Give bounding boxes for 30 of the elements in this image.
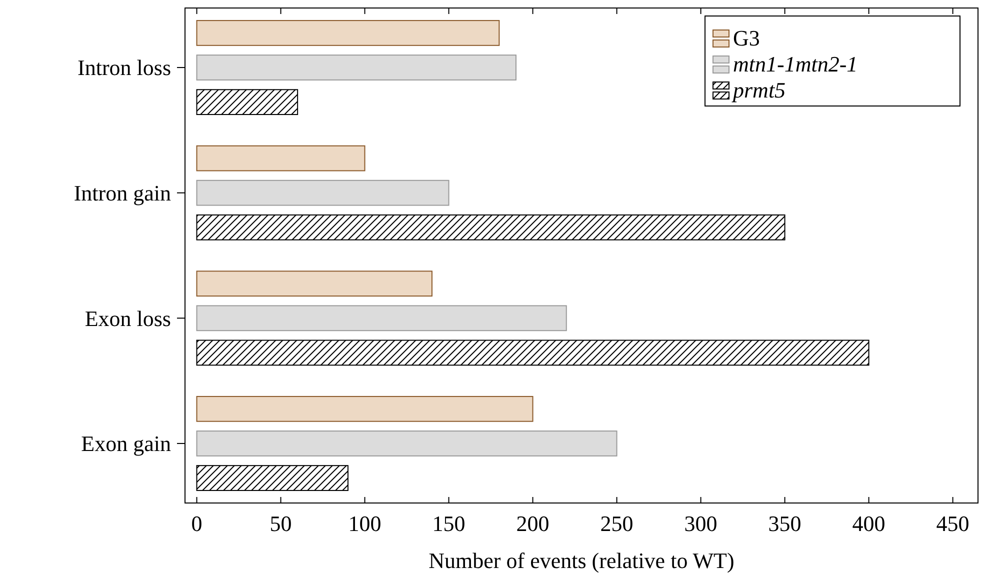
x-tick-label: 300 [684,511,718,536]
y-tick-label: Exon loss [84,306,171,331]
y-tick-label: Intron loss [78,55,171,80]
x-tick-label: 150 [432,511,466,536]
bar [196,305,567,332]
bar [196,270,432,297]
bar [196,89,298,116]
bar [196,20,500,46]
x-tick-label: 100 [348,511,382,536]
x-tick-label: 450 [936,511,970,536]
y-tick-label: Exon gain [81,431,171,456]
legend-label: mtn1-1mtn2-1 [733,52,858,77]
x-tick-label: 350 [768,511,802,536]
bar [196,396,534,422]
x-tick-label: 200 [516,511,550,536]
bar [196,430,618,456]
x-tick-label: 250 [600,511,634,536]
legend-label: G3 [733,26,760,51]
y-tick-label: Intron gain [74,180,171,206]
bar [196,145,366,172]
bar [196,180,450,206]
bar [196,54,516,80]
bar [196,465,348,491]
x-tick-label: 50 [270,511,292,536]
bar [196,340,870,366]
bar [196,214,786,240]
legend-label: prmt5 [731,78,786,103]
x-axis-title: Number of events (relative to WT) [428,548,734,573]
x-tick-label: 0 [191,511,202,536]
x-tick-label: 400 [852,511,886,536]
